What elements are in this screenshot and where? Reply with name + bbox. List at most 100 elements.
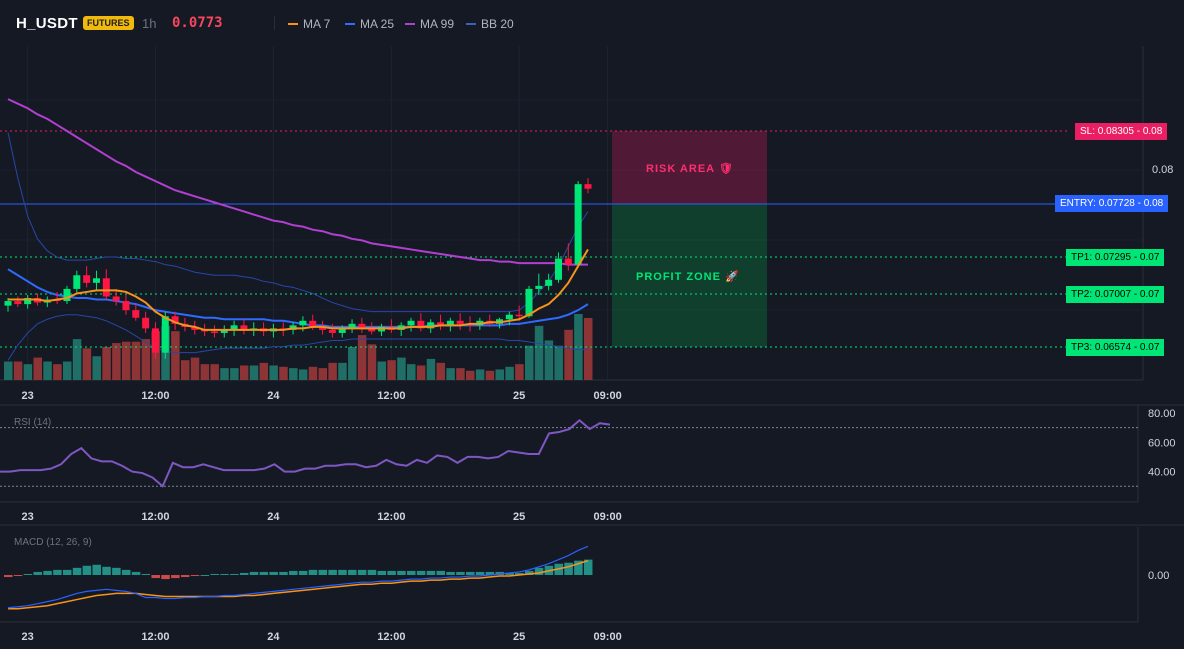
- candle-body: [24, 298, 32, 305]
- macd-histogram-bar: [53, 569, 62, 575]
- candle-body: [368, 328, 376, 332]
- candle: [14, 296, 22, 308]
- candle: [328, 323, 336, 338]
- volume-bar: [505, 366, 514, 380]
- candle-body: [545, 279, 553, 286]
- macd-histogram-bar: [151, 575, 160, 579]
- macd-histogram-bar: [230, 573, 239, 575]
- candle-body: [584, 184, 592, 189]
- macd-histogram-bar: [328, 569, 337, 575]
- volume-bar: [289, 368, 298, 380]
- candle-body: [328, 329, 336, 333]
- candle: [92, 270, 100, 291]
- candle: [220, 325, 228, 338]
- macd-y-tick-label: 0.00: [1148, 570, 1169, 582]
- candle-body: [417, 320, 425, 329]
- legend-ma25-label: MA 25: [360, 17, 395, 31]
- volume-bar: [377, 361, 387, 380]
- rsi-y-tick-label: 80.00: [1148, 408, 1176, 420]
- volume-bar: [574, 314, 583, 380]
- macd-histogram-bar: [161, 575, 170, 580]
- candle-body: [240, 325, 248, 330]
- macd-histogram-bar: [72, 567, 82, 575]
- tp3-level-tag: TP3: 0.06574 - 0.07: [1066, 339, 1165, 356]
- candle-body: [456, 320, 464, 324]
- volume-bar: [397, 357, 406, 380]
- macd-histogram-bar: [583, 559, 593, 575]
- candle-body: [92, 278, 100, 283]
- macd-histogram-bar: [141, 573, 151, 575]
- macd-histogram-bar: [171, 575, 180, 579]
- x-tick-label: 12:00: [141, 390, 169, 402]
- candle: [24, 294, 32, 309]
- bb-lower-line: [7, 314, 588, 361]
- risk-area-box: [612, 131, 767, 204]
- tp1-level-tag: TP1: 0.07295 - 0.07: [1066, 249, 1165, 266]
- legend-ma99[interactable]: MA 99: [405, 17, 454, 31]
- candle-body: [122, 301, 130, 311]
- macd-histogram-bar: [377, 570, 387, 575]
- candle-body: [299, 320, 307, 326]
- legend-bb20-label: BB 20: [481, 17, 514, 31]
- macd-histogram-bar: [220, 573, 229, 575]
- rsi-x-tick-label: 25: [513, 511, 525, 523]
- macd-histogram-bar: [564, 562, 573, 575]
- volume-bar: [456, 368, 465, 380]
- macd-histogram-bar: [13, 575, 23, 577]
- candle: [151, 322, 159, 359]
- candle: [535, 273, 543, 295]
- candle-body: [73, 275, 81, 289]
- candle: [407, 317, 415, 332]
- volume-bar: [131, 341, 141, 380]
- rsi-x-tick-label: 23: [22, 511, 34, 523]
- candle: [122, 294, 130, 315]
- volume-bar: [328, 362, 337, 380]
- candle-body: [515, 314, 523, 317]
- volume-bar: [43, 361, 52, 380]
- volume-bar: [279, 366, 288, 380]
- risk-area-label: RISK AREA 🛡: [646, 163, 734, 175]
- volume-bar: [554, 345, 563, 380]
- volume-bar: [318, 368, 328, 380]
- candle: [348, 319, 356, 333]
- macd-histogram-bar: [298, 570, 308, 575]
- candle-body: [151, 328, 159, 353]
- volume-bar: [53, 364, 62, 380]
- candle-body: [14, 301, 22, 305]
- macd-histogram-bar: [92, 564, 101, 575]
- candle: [417, 313, 425, 332]
- candle-body: [142, 317, 150, 329]
- candle-body: [427, 322, 435, 329]
- legend-ma7[interactable]: MA 7: [288, 17, 330, 31]
- volume-bar: [200, 364, 210, 380]
- volume-bar: [180, 360, 190, 380]
- legend-bb20[interactable]: BB 20: [466, 17, 514, 31]
- ma99-swatch: [405, 23, 415, 25]
- candle-body: [446, 320, 454, 326]
- candle-body: [210, 331, 218, 333]
- timeframe-label[interactable]: 1h: [142, 16, 157, 31]
- volume-bar: [564, 329, 573, 380]
- macd-histogram-bar: [466, 571, 475, 575]
- macd-histogram-bar: [210, 573, 219, 575]
- candle: [378, 323, 386, 336]
- volume-bar: [82, 348, 92, 380]
- macd-histogram-bar: [112, 567, 121, 575]
- volume-bar: [446, 368, 455, 380]
- last-price: 0.0773: [172, 15, 223, 31]
- candle: [102, 269, 110, 300]
- sl-level-tag: SL: 0.08305 - 0.08: [1075, 123, 1168, 140]
- rsi-x-tick-label: 12:00: [141, 511, 169, 523]
- candle-body: [525, 288, 533, 317]
- macd-histogram-bar: [505, 572, 514, 575]
- volume-bar: [357, 335, 367, 380]
- candle-body: [83, 275, 91, 283]
- symbol-name[interactable]: H_USDT: [16, 15, 78, 32]
- legend-ma25[interactable]: MA 25: [345, 17, 394, 31]
- ma99-line: [7, 98, 588, 266]
- macd-histogram-bar: [456, 571, 465, 575]
- candle: [63, 285, 71, 305]
- candle-body: [437, 322, 445, 326]
- macd-histogram-bar: [436, 570, 446, 575]
